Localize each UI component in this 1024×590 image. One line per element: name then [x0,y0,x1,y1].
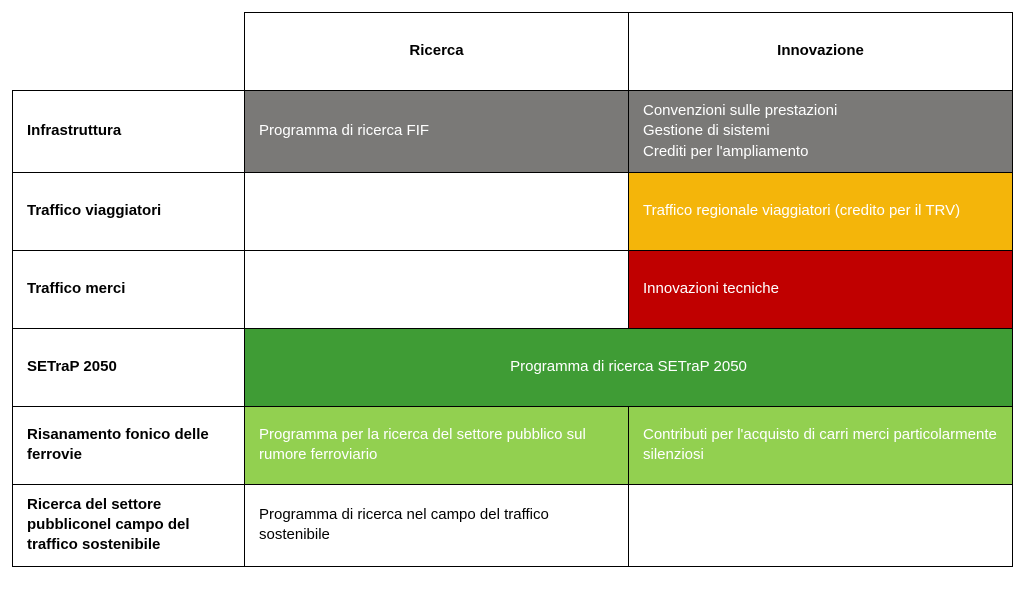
header-row: Ricerca Innovazione [13,13,1013,91]
table-row: Ricerca del settore pubbliconel campo de… [13,484,1013,566]
cell-setrap-2050-merged: Programma di ricerca SETraP 2050 [245,328,1013,406]
col-header-innovazione: Innovazione [629,13,1013,91]
col-header-ricerca: Ricerca [245,13,629,91]
empty-corner-cell [13,13,245,91]
cell-risanamento-fonico-innovazione: Contributi per l'acquisto di carri merci… [629,406,1013,484]
cell-traffico-merci-ricerca [245,250,629,328]
cell-traffico-viaggiatori-ricerca [245,172,629,250]
row-header-traffico-merci: Traffico merci [13,250,245,328]
cell-ricerca-settore-pubblico-innovazione [629,484,1013,566]
cell-ricerca-settore-pubblico-ricerca: Programma di ricerca nel campo del traff… [245,484,629,566]
main-table: Ricerca Innovazione Infrastruttura Progr… [12,12,1013,567]
row-header-traffico-viaggiatori: Traffico viaggiatori [13,172,245,250]
row-header-ricerca-settore-pubblico: Ricerca del settore pubbliconel campo de… [13,484,245,566]
row-header-infrastruttura: Infrastruttura [13,91,245,173]
cell-traffico-viaggiatori-innovazione: Traffico regionale viaggiatori (credito … [629,172,1013,250]
row-header-risanamento-fonico: Risanamento fonico delle ferrovie [13,406,245,484]
cell-traffico-merci-innovazione: Innovazioni tecniche [629,250,1013,328]
cell-risanamento-fonico-ricerca: Programma per la ricerca del settore pub… [245,406,629,484]
row-header-setrap-2050: SETraP 2050 [13,328,245,406]
cell-infrastruttura-innovazione: Convenzioni sulle prestazioniGestione di… [629,91,1013,173]
table-row: Risanamento fonico delle ferrovie Progra… [13,406,1013,484]
table-row: SETraP 2050 Programma di ricerca SETraP … [13,328,1013,406]
table-row: Infrastruttura Programma di ricerca FIF … [13,91,1013,173]
table-row: Traffico merci Innovazioni tecniche [13,250,1013,328]
cell-infrastruttura-ricerca: Programma di ricerca FIF [245,91,629,173]
table-row: Traffico viaggiatori Traffico regionale … [13,172,1013,250]
